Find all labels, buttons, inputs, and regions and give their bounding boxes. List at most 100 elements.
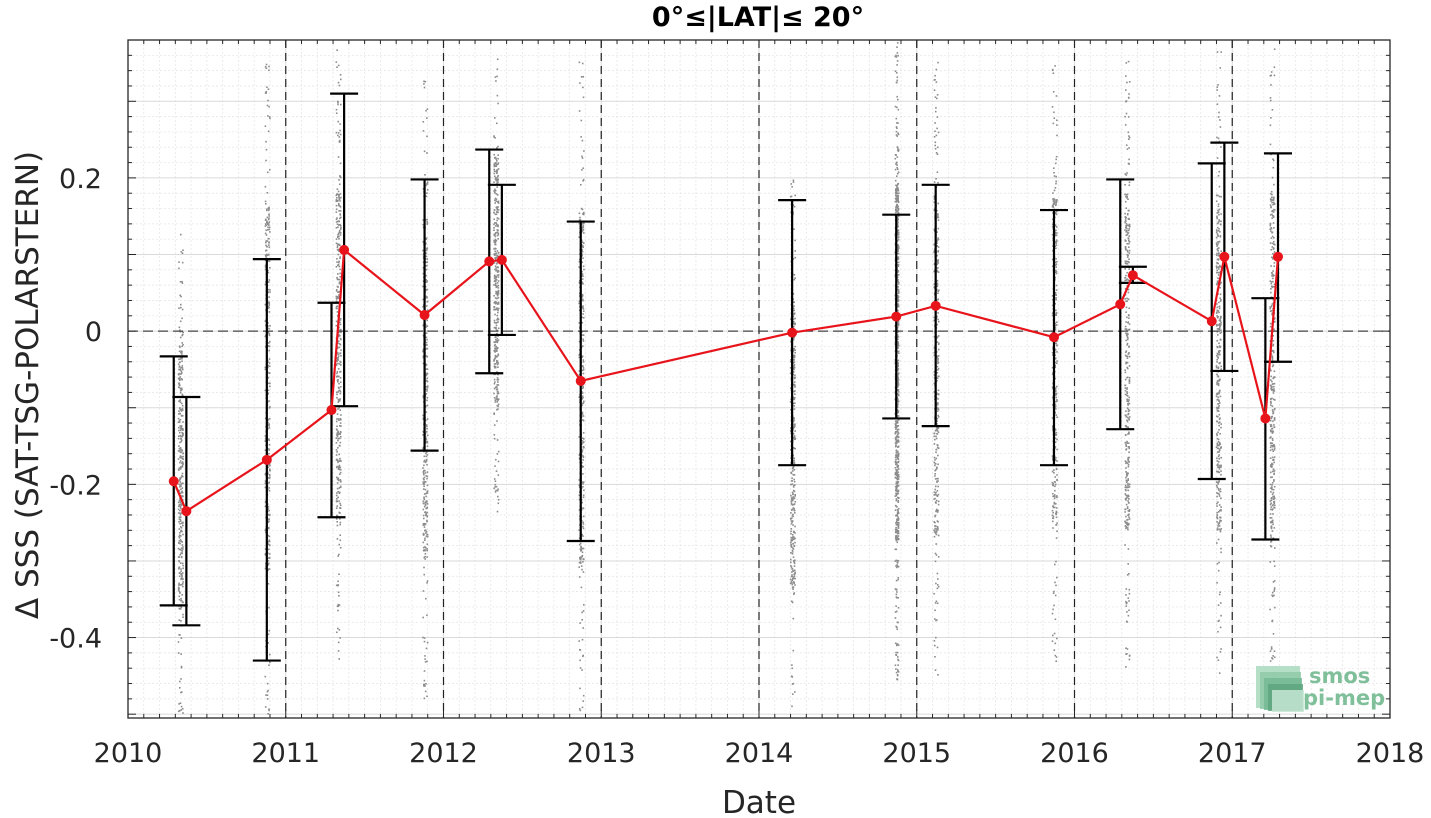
scatter-point xyxy=(179,500,182,502)
scatter-point xyxy=(494,363,497,365)
scatter-point xyxy=(178,568,180,570)
scatter-point xyxy=(496,341,499,344)
scatter-point xyxy=(264,472,267,475)
scatter-point xyxy=(895,463,897,465)
scatter-point xyxy=(1125,481,1128,484)
scatter-point xyxy=(936,94,939,96)
scatter-point xyxy=(897,466,899,469)
scatter-point xyxy=(496,371,498,373)
scatter-point xyxy=(1126,387,1128,389)
scatter-point xyxy=(265,249,267,252)
scatter-point xyxy=(896,493,898,496)
scatter-point xyxy=(268,246,271,248)
scatter-point xyxy=(496,94,499,97)
scatter-point xyxy=(1125,220,1127,222)
scatter-point xyxy=(426,491,428,493)
scatter-point xyxy=(1052,72,1055,74)
scatter-point xyxy=(1051,396,1054,399)
scatter-point xyxy=(934,459,936,461)
scatter-point xyxy=(897,197,899,200)
scatter-point xyxy=(1128,486,1131,488)
scatter-point xyxy=(425,419,427,422)
scatter-point xyxy=(425,348,427,350)
scatter-point xyxy=(1126,497,1128,499)
scatter-point xyxy=(179,608,181,610)
scatter-point xyxy=(933,371,936,373)
scatter-point xyxy=(793,447,795,450)
scatter-point xyxy=(897,288,900,291)
scatter-point xyxy=(1052,506,1055,509)
scatter-point xyxy=(268,400,270,402)
scatter-point xyxy=(895,593,898,596)
scatter-point xyxy=(791,470,794,472)
scatter-point xyxy=(267,271,270,274)
scatter-point xyxy=(582,340,585,342)
scatter-point xyxy=(422,350,425,353)
scatter-point xyxy=(425,532,427,534)
scatter-point xyxy=(792,432,795,435)
scatter-point xyxy=(268,215,270,217)
scatter-point xyxy=(936,511,939,513)
scatter-point xyxy=(181,435,183,438)
scatter-point xyxy=(790,472,793,475)
scatter-point xyxy=(180,251,183,253)
scatter-point xyxy=(1054,481,1056,483)
scatter-point xyxy=(268,304,270,307)
scatter-point xyxy=(582,180,584,182)
scatter-point xyxy=(179,505,182,507)
scatter-point xyxy=(340,364,342,366)
scatter-point xyxy=(268,260,271,262)
scatter-point xyxy=(264,505,267,508)
scatter-point xyxy=(897,218,899,221)
scatter-point xyxy=(496,379,499,381)
scatter-point xyxy=(1127,260,1129,263)
scatter-point xyxy=(180,485,182,487)
scatter-point xyxy=(936,380,938,382)
scatter-point xyxy=(336,197,338,199)
scatter-point xyxy=(896,483,899,485)
scatter-point xyxy=(1125,62,1128,64)
scatter-point xyxy=(895,456,897,458)
scatter-point xyxy=(497,232,500,235)
scatter-point xyxy=(897,362,899,364)
scatter-point xyxy=(268,481,270,484)
scatter-point xyxy=(1126,462,1129,464)
scatter-point xyxy=(898,291,900,293)
scatter-point xyxy=(496,510,499,513)
scatter-point xyxy=(338,326,340,329)
scatter-point xyxy=(497,297,500,299)
scatter-point xyxy=(1056,385,1058,388)
scatter-point xyxy=(336,476,338,479)
scatter-point xyxy=(1053,189,1056,192)
scatter-point xyxy=(792,498,794,500)
scatter-point xyxy=(494,268,496,271)
scatter-point xyxy=(790,561,792,564)
scatter-point xyxy=(1051,455,1054,457)
scatter-point xyxy=(494,280,497,283)
scatter-point xyxy=(178,421,181,423)
scatter-point xyxy=(897,421,899,424)
scatter-point xyxy=(424,80,427,83)
scatter-point xyxy=(337,609,339,612)
scatter-point xyxy=(338,136,341,138)
scatter-point xyxy=(179,514,182,516)
scatter-point xyxy=(1054,618,1057,621)
scatter-point xyxy=(425,459,428,462)
scatter-point xyxy=(1128,365,1131,367)
scatter-point xyxy=(1217,487,1220,490)
scatter-point xyxy=(789,578,792,581)
scatter-point xyxy=(1055,405,1057,407)
scatter-point xyxy=(178,267,180,270)
scatter-point xyxy=(1128,377,1131,379)
scatter-point xyxy=(897,270,900,272)
scatter-point xyxy=(177,373,180,375)
scatter-point xyxy=(337,101,339,104)
scatter-point xyxy=(936,587,939,590)
scatter-point xyxy=(581,296,583,298)
scatter-point xyxy=(425,547,427,549)
scatter-point xyxy=(180,295,182,298)
scatter-point xyxy=(582,345,584,347)
scatter-point xyxy=(267,226,269,229)
scatter-point xyxy=(1056,479,1058,482)
scatter-point xyxy=(897,372,900,375)
